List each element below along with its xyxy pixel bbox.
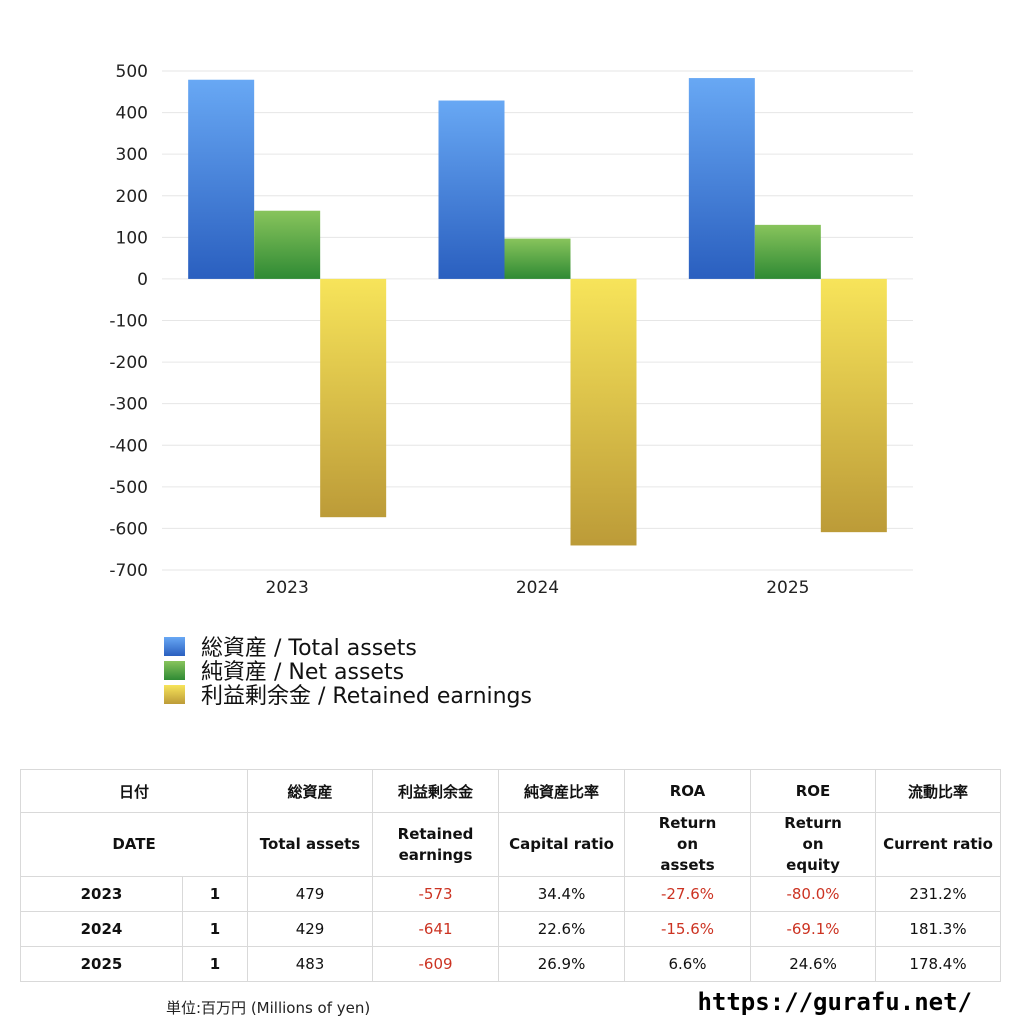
cell-roe: 24.6%: [750, 946, 877, 982]
header-retained-earnings-jp: 利益剰余金: [372, 769, 500, 813]
cell-total-assets: 483: [247, 946, 374, 982]
y-tick-label: -200: [109, 353, 148, 373]
legend-label: 総資産 / Total assets: [201, 636, 417, 661]
cell-total-assets: 479: [247, 876, 374, 912]
bar-retained-earnings-2023: [320, 278, 387, 518]
cell-retained-earnings: -641: [372, 911, 500, 947]
legend-label: 利益剰余金 / Retained earnings: [201, 684, 532, 709]
header-current-ratio-jp: 流動比率: [875, 769, 1002, 813]
bar-chart: 500 400 300 200 100 0 -100 -200 -300 -400 -500 -600…: [109, 62, 913, 598]
cell-roa: -27.6%: [624, 876, 752, 912]
y-tick-label: 500: [116, 62, 148, 82]
y-tick-label: -500: [109, 478, 148, 498]
header-current-ratio-en: Current ratio: [875, 812, 1002, 877]
header-total-assets-en: Total assets: [247, 812, 374, 877]
cell-roe: -80.0%: [750, 876, 877, 912]
bar-net-assets-2025: [754, 224, 821, 279]
x-axis-ticks: 2023 2024 2025: [266, 578, 810, 598]
legend-swatch-retained-earnings: [164, 684, 185, 704]
gridlines: [162, 70, 913, 571]
x-tick-label: 2023: [266, 578, 309, 598]
row-year: 2025: [20, 946, 183, 982]
bar-net-assets-2024: [504, 238, 571, 279]
legend-item-total-assets: 総資産 / Total assets: [164, 634, 532, 661]
cell-roa: -15.6%: [624, 911, 752, 947]
header-date-jp: 日付: [19, 769, 249, 813]
row-month: 1: [181, 911, 249, 947]
y-tick-label: -400: [109, 436, 148, 456]
bar-total-assets-2023: [188, 79, 255, 279]
table-row: 2023 1 479 -573 34.4% -27.6% -80.0% 231.…: [20, 876, 1002, 912]
bars: [188, 78, 887, 546]
cell-roe: -69.1%: [750, 911, 877, 947]
cell-current-ratio: 231.2%: [875, 876, 1002, 912]
header-date-en: DATE: [19, 812, 249, 877]
table-row: 2025 1 483 -609 26.9% 6.6% 24.6% 178.4%: [20, 946, 1002, 982]
y-tick-label: 400: [116, 104, 148, 124]
cell-capital-ratio: 22.6%: [498, 911, 626, 947]
row-month: 1: [181, 876, 249, 912]
row-year: 2023: [20, 876, 183, 912]
cell-current-ratio: 181.3%: [875, 911, 1002, 947]
x-tick-label: 2025: [766, 578, 809, 598]
cell-retained-earnings: -573: [372, 876, 500, 912]
table-header-en: DATE Total assets Retained earnings Capi…: [19, 812, 1002, 877]
y-tick-label: 100: [116, 228, 148, 248]
row-year: 2024: [20, 911, 183, 947]
header-roe-jp: ROE: [750, 769, 877, 813]
table-header-jp: 日付 総資産 利益剰余金 純資産比率 ROA ROE 流動比率: [19, 769, 1002, 813]
chart-legend: 総資産 / Total assets 純資産 / Net assets 利益剰余…: [164, 634, 532, 709]
bar-total-assets-2024: [438, 100, 505, 279]
cell-total-assets: 429: [247, 911, 374, 947]
header-roa-en: Return on assets: [624, 812, 752, 877]
cell-current-ratio: 178.4%: [875, 946, 1002, 982]
cell-retained-earnings: -609: [372, 946, 500, 982]
legend-swatch-total-assets: [164, 636, 185, 656]
cell-roa: 6.6%: [624, 946, 752, 982]
cell-capital-ratio: 26.9%: [498, 946, 626, 982]
cell-capital-ratio: 34.4%: [498, 876, 626, 912]
y-tick-label: -700: [109, 561, 148, 581]
y-tick-label: 0: [137, 270, 148, 290]
bar-retained-earnings-2024: [570, 278, 637, 546]
legend-item-retained-earnings: 利益剰余金 / Retained earnings: [164, 682, 532, 709]
legend-swatch-net-assets: [164, 660, 185, 680]
legend-item-net-assets: 純資産 / Net assets: [164, 658, 532, 685]
bar-total-assets-2025: [688, 78, 755, 279]
unit-note: 単位:百万円 (Millions of yen): [166, 999, 371, 1017]
bar-retained-earnings-2025: [820, 278, 887, 533]
financial-summary-table: 日付 総資産 利益剰余金 純資産比率 ROA ROE 流動比率 DATE Tot…: [19, 769, 1002, 982]
y-tick-label: -600: [109, 519, 148, 539]
row-month: 1: [181, 946, 249, 982]
header-total-assets-jp: 総資産: [247, 769, 374, 813]
bar-net-assets-2023: [254, 210, 321, 279]
y-axis-ticks: 500 400 300 200 100 0 -100 -200 -300 -400 -500 -600…: [109, 62, 148, 581]
y-tick-label: 300: [116, 145, 148, 165]
legend-label: 純資産 / Net assets: [201, 660, 405, 685]
table-row: 2024 1 429 -641 22.6% -15.6% -69.1% 181.…: [20, 911, 1002, 947]
y-tick-label: 200: [116, 187, 148, 207]
header-capital-ratio-en: Capital ratio: [498, 812, 626, 877]
y-tick-label: -100: [109, 312, 148, 332]
header-roe-en: Return on equity: [750, 812, 877, 877]
site-url: https://gurafu.net/: [697, 988, 972, 1016]
header-capital-ratio-jp: 純資産比率: [498, 769, 626, 813]
x-tick-label: 2024: [516, 578, 559, 598]
header-roa-jp: ROA: [624, 769, 752, 813]
y-tick-label: -300: [109, 395, 148, 415]
header-retained-earnings-en: Retained earnings: [372, 812, 500, 877]
